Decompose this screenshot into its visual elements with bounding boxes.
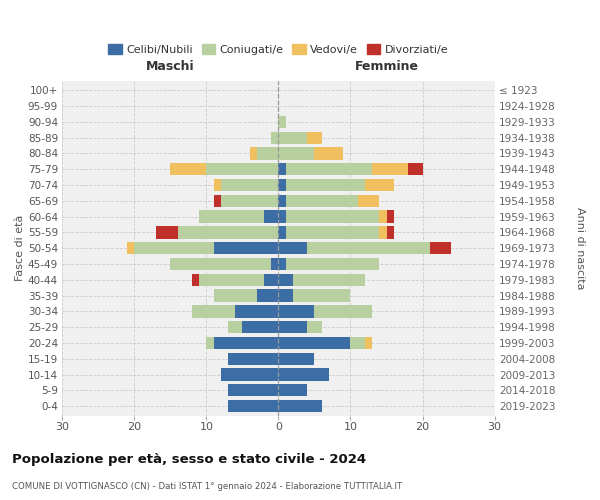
Bar: [127, 242, 134, 254]
Bar: [271, 258, 278, 270]
Text: Popolazione per età, sesso e stato civile - 2024: Popolazione per età, sesso e stato civil…: [12, 452, 366, 466]
Bar: [134, 242, 214, 254]
Bar: [379, 226, 386, 238]
Bar: [214, 337, 278, 349]
Bar: [386, 210, 394, 223]
Bar: [250, 148, 257, 160]
Bar: [206, 337, 214, 349]
Bar: [307, 132, 322, 144]
Bar: [314, 148, 343, 160]
Bar: [214, 194, 221, 207]
Text: Maschi: Maschi: [146, 60, 194, 73]
Bar: [278, 179, 286, 191]
Text: COMUNE DI VOTTIGNASCO (CN) - Dati ISTAT 1° gennaio 2024 - Elaborazione TUTTITALI: COMUNE DI VOTTIGNASCO (CN) - Dati ISTAT …: [12, 482, 402, 491]
Bar: [221, 179, 278, 191]
Bar: [228, 400, 278, 412]
Bar: [278, 226, 286, 238]
Bar: [192, 274, 199, 286]
Bar: [386, 226, 394, 238]
Bar: [314, 305, 372, 318]
Bar: [278, 274, 293, 286]
Bar: [228, 321, 242, 334]
Bar: [271, 132, 278, 144]
Bar: [350, 337, 365, 349]
Bar: [278, 368, 329, 380]
Bar: [170, 258, 271, 270]
Bar: [228, 384, 278, 396]
Bar: [242, 321, 278, 334]
Bar: [214, 179, 221, 191]
Bar: [286, 210, 379, 223]
Bar: [264, 210, 278, 223]
Bar: [278, 210, 286, 223]
Bar: [199, 274, 264, 286]
Bar: [214, 242, 278, 254]
Bar: [206, 163, 278, 175]
Bar: [286, 163, 372, 175]
Bar: [293, 274, 365, 286]
Bar: [278, 305, 314, 318]
Bar: [430, 242, 451, 254]
Bar: [365, 179, 394, 191]
Bar: [286, 226, 379, 238]
Bar: [286, 258, 379, 270]
Bar: [156, 226, 178, 238]
Bar: [379, 210, 386, 223]
Bar: [293, 290, 350, 302]
Bar: [278, 290, 293, 302]
Bar: [286, 194, 358, 207]
Bar: [178, 226, 278, 238]
Bar: [286, 179, 365, 191]
Bar: [365, 337, 372, 349]
Bar: [228, 352, 278, 365]
Bar: [235, 305, 278, 318]
Legend: Celibi/Nubili, Coniugati/e, Vedovi/e, Divorziati/e: Celibi/Nubili, Coniugati/e, Vedovi/e, Di…: [104, 40, 453, 59]
Bar: [408, 163, 422, 175]
Text: Femmine: Femmine: [355, 60, 419, 73]
Bar: [278, 321, 307, 334]
Bar: [221, 368, 278, 380]
Bar: [278, 258, 286, 270]
Bar: [257, 148, 278, 160]
Bar: [372, 163, 408, 175]
Y-axis label: Anni di nascita: Anni di nascita: [575, 207, 585, 290]
Bar: [192, 305, 235, 318]
Bar: [214, 290, 257, 302]
Bar: [358, 194, 379, 207]
Bar: [170, 163, 206, 175]
Bar: [278, 163, 286, 175]
Bar: [278, 384, 307, 396]
Bar: [278, 242, 307, 254]
Bar: [278, 400, 322, 412]
Bar: [278, 352, 314, 365]
Bar: [278, 148, 314, 160]
Bar: [221, 194, 278, 207]
Bar: [278, 337, 350, 349]
Y-axis label: Fasce di età: Fasce di età: [15, 215, 25, 282]
Bar: [199, 210, 264, 223]
Bar: [278, 194, 286, 207]
Bar: [257, 290, 278, 302]
Bar: [307, 242, 430, 254]
Bar: [307, 321, 322, 334]
Bar: [264, 274, 278, 286]
Bar: [278, 116, 286, 128]
Bar: [278, 132, 307, 144]
